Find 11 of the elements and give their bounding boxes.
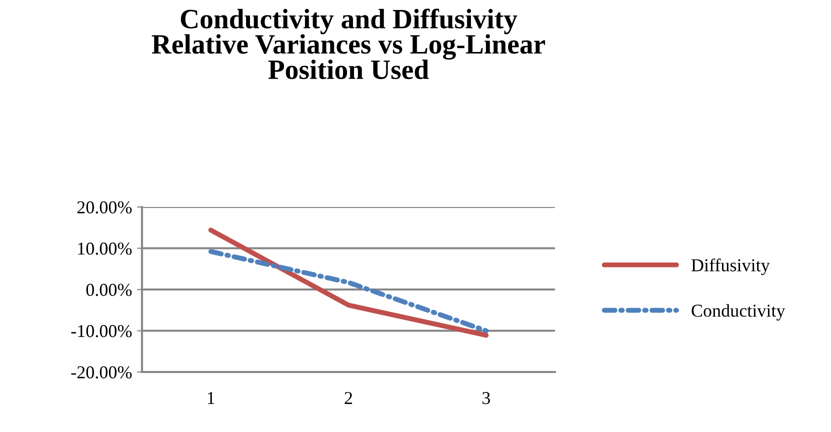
legend-label: Conductivity [692, 304, 786, 321]
chart-title: Conductivity and Diffusivity Relative Variances vs Log-Linear Position Used [152, 8, 546, 80]
legend-label: Diffusivity [691, 258, 770, 276]
x-tick-label: 1 [208, 392, 214, 404]
x-tick-label: 3 [482, 392, 490, 404]
y-tick-label: -10.00% [71, 325, 132, 338]
y-tick-label: 0.00% [86, 284, 132, 296]
y-tick-label: 20.00% [77, 201, 132, 214]
x-tick-label: 2 [344, 392, 352, 404]
y-tick-label: -20.00% [71, 366, 132, 379]
y-tick-label: 10.00% [78, 242, 132, 255]
